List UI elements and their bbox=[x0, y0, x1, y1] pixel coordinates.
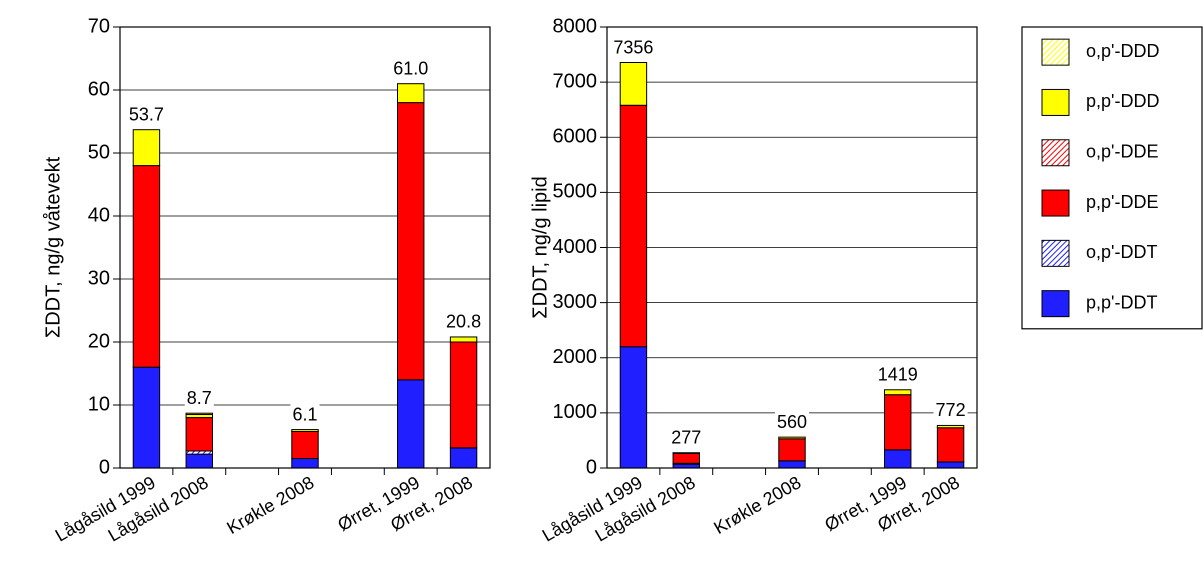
label-background bbox=[875, 364, 920, 385]
bar-segment bbox=[449, 336, 478, 343]
legend-label: p,p'-DDT bbox=[1086, 292, 1157, 312]
bar-segment bbox=[449, 447, 478, 469]
y-tick-label: 5000 bbox=[553, 181, 598, 203]
label-background bbox=[391, 58, 431, 79]
bar-segment bbox=[778, 436, 806, 440]
y-tick-label: 3000 bbox=[553, 291, 598, 313]
y-tick-label: 0 bbox=[99, 456, 110, 478]
bar-segment bbox=[619, 62, 648, 106]
bar-segment bbox=[778, 460, 806, 469]
total-label: 20.8 bbox=[446, 312, 481, 332]
plot-frame bbox=[119, 26, 491, 469]
bar-segment bbox=[619, 104, 648, 348]
label-background bbox=[933, 400, 968, 421]
label-background bbox=[611, 37, 656, 58]
legend-label: o,p'-DDD bbox=[1086, 41, 1159, 61]
legend-label: o,p'-DDE bbox=[1086, 142, 1158, 162]
y-tick-label: 0 bbox=[586, 456, 597, 478]
bar-segment bbox=[185, 453, 213, 469]
bar-segment bbox=[672, 452, 700, 454]
bar-segment bbox=[397, 102, 425, 381]
label-background bbox=[669, 427, 704, 448]
bar-segment bbox=[132, 366, 161, 469]
legend-swatch bbox=[1041, 38, 1070, 66]
bar-segment bbox=[132, 165, 161, 368]
legend-label: p,p'-DDD bbox=[1086, 91, 1159, 111]
label-background bbox=[184, 387, 214, 408]
y-axis-title: ΣDDT, ng/g lipid bbox=[529, 176, 551, 318]
bar-segment bbox=[778, 438, 806, 462]
bar-segment bbox=[397, 379, 425, 469]
total-label: 61.0 bbox=[393, 58, 428, 78]
bar-segment bbox=[936, 461, 965, 469]
y-axis-title: ΣDDT, ng/g våtevekt bbox=[42, 156, 64, 338]
total-label: 1419 bbox=[878, 365, 918, 385]
label-background bbox=[290, 404, 320, 425]
legend-swatch bbox=[1041, 139, 1070, 167]
legend-label: p,p'-DDE bbox=[1086, 192, 1158, 212]
total-label: 8.7 bbox=[187, 388, 212, 408]
x-tick-label: Krøkle 2008 bbox=[223, 472, 317, 538]
legend-swatch bbox=[1041, 290, 1070, 318]
y-tick-label: 50 bbox=[88, 141, 110, 163]
y-tick-label: 10 bbox=[88, 393, 110, 415]
legend-swatch bbox=[1041, 189, 1070, 217]
y-tick-label: 30 bbox=[88, 267, 110, 289]
y-tick-label: 4000 bbox=[553, 236, 598, 258]
total-label: 53.7 bbox=[129, 104, 164, 124]
y-tick-label: 6000 bbox=[553, 126, 598, 148]
bar-segment bbox=[291, 458, 319, 469]
bar-segment bbox=[936, 427, 965, 463]
bar-segment bbox=[132, 129, 161, 167]
legend-swatch bbox=[1041, 239, 1070, 267]
bar-segment bbox=[291, 429, 319, 432]
total-label: 6.1 bbox=[292, 404, 317, 424]
y-tick-label: 1000 bbox=[553, 401, 598, 423]
y-tick-label: 2000 bbox=[553, 346, 598, 368]
plot-frame bbox=[606, 26, 978, 469]
y-tick-label: 7000 bbox=[553, 70, 598, 92]
y-tick-label: 60 bbox=[88, 78, 110, 100]
bar-segment bbox=[672, 452, 700, 464]
total-label: 7356 bbox=[613, 37, 653, 57]
y-tick-label: 40 bbox=[88, 204, 110, 226]
total-label: 772 bbox=[936, 400, 966, 420]
legend-frame bbox=[1021, 26, 1203, 330]
bar-segment bbox=[397, 83, 425, 104]
bar-segment bbox=[449, 341, 478, 449]
bar-segment bbox=[936, 424, 965, 429]
bar-segment bbox=[291, 430, 319, 460]
bar-segment bbox=[619, 346, 648, 469]
bar-segment bbox=[884, 394, 912, 451]
label-background bbox=[774, 411, 810, 432]
total-label: 560 bbox=[777, 412, 807, 432]
bar-segment bbox=[185, 412, 213, 415]
label-background bbox=[126, 104, 166, 125]
legend-label: o,p'-DDT bbox=[1086, 242, 1157, 262]
total-label: 277 bbox=[671, 427, 701, 447]
legend-swatch bbox=[1041, 88, 1070, 116]
bar-segment bbox=[884, 389, 912, 396]
label-background bbox=[444, 311, 484, 332]
y-tick-label: 8000 bbox=[553, 15, 598, 37]
y-tick-label: 20 bbox=[88, 330, 110, 352]
x-tick-label: Krøkle 2008 bbox=[710, 472, 804, 538]
bar-segment bbox=[185, 417, 213, 452]
bar-segment bbox=[884, 449, 912, 469]
y-tick-label: 70 bbox=[88, 15, 110, 37]
